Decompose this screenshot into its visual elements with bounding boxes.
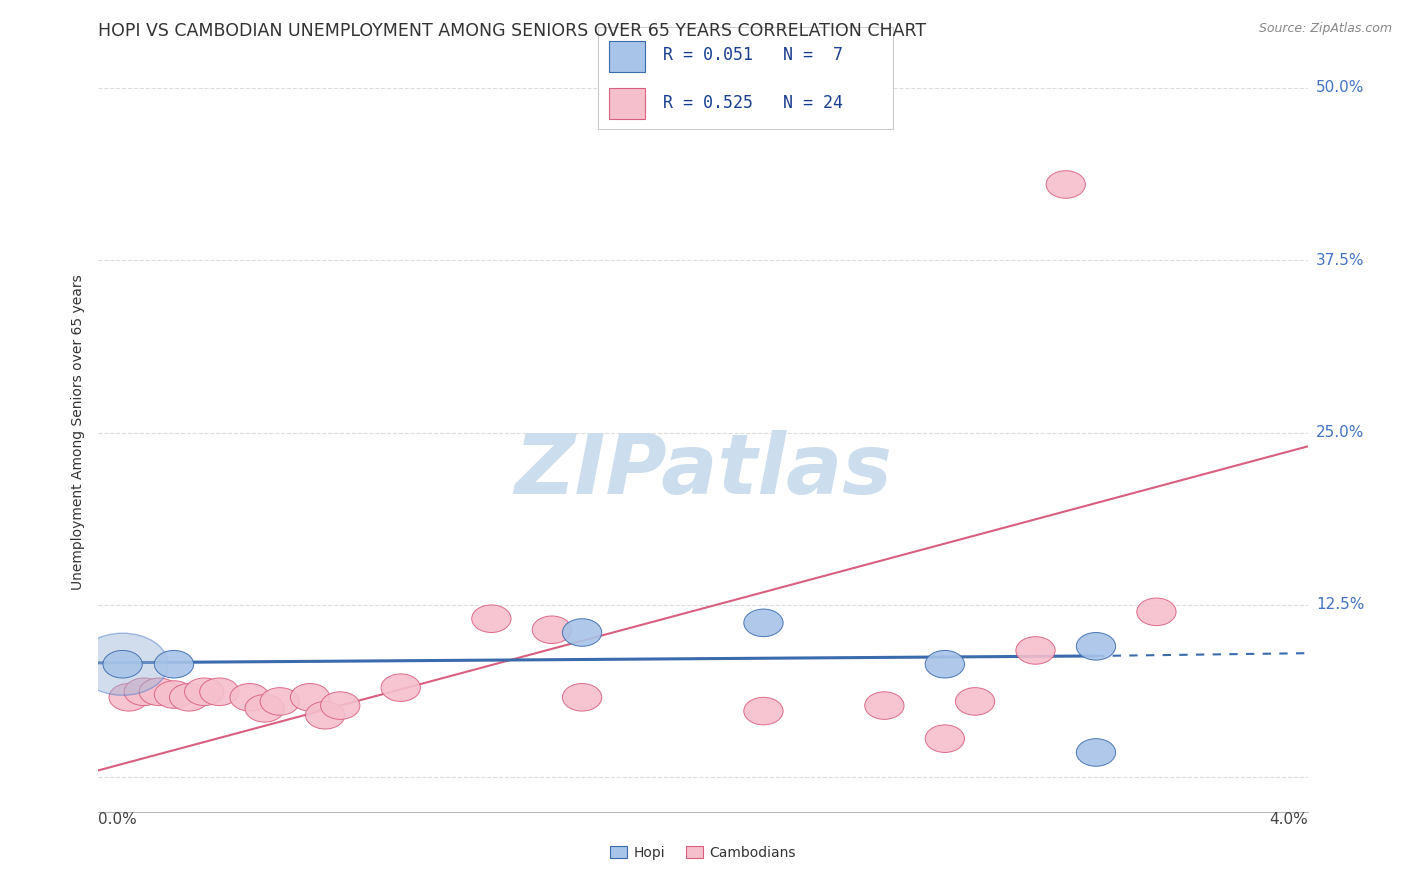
Ellipse shape — [956, 688, 994, 715]
Ellipse shape — [1137, 598, 1175, 625]
Text: 12.5%: 12.5% — [1316, 598, 1364, 613]
Text: HOPI VS CAMBODIAN UNEMPLOYMENT AMONG SENIORS OVER 65 YEARS CORRELATION CHART: HOPI VS CAMBODIAN UNEMPLOYMENT AMONG SEN… — [98, 22, 927, 40]
Ellipse shape — [1017, 637, 1054, 665]
Text: Source: ZipAtlas.com: Source: ZipAtlas.com — [1258, 22, 1392, 36]
FancyBboxPatch shape — [609, 88, 645, 119]
Text: 4.0%: 4.0% — [1268, 812, 1308, 827]
Ellipse shape — [562, 683, 602, 711]
Ellipse shape — [1077, 632, 1115, 660]
Ellipse shape — [155, 650, 194, 678]
Ellipse shape — [925, 650, 965, 678]
Ellipse shape — [744, 698, 783, 725]
Ellipse shape — [260, 688, 299, 715]
Ellipse shape — [139, 678, 179, 706]
Ellipse shape — [200, 678, 239, 706]
Ellipse shape — [245, 695, 284, 723]
Ellipse shape — [291, 683, 329, 711]
Ellipse shape — [533, 616, 571, 643]
Ellipse shape — [155, 681, 194, 708]
Ellipse shape — [1077, 739, 1115, 766]
Ellipse shape — [472, 605, 510, 632]
Ellipse shape — [184, 678, 224, 706]
Text: 50.0%: 50.0% — [1316, 80, 1364, 95]
Ellipse shape — [321, 692, 360, 719]
FancyBboxPatch shape — [609, 41, 645, 72]
Ellipse shape — [865, 692, 904, 719]
Ellipse shape — [231, 683, 269, 711]
Ellipse shape — [744, 609, 783, 637]
Text: R = 0.051   N =  7: R = 0.051 N = 7 — [662, 46, 842, 64]
Text: 0.0%: 0.0% — [98, 812, 138, 827]
Ellipse shape — [103, 650, 142, 678]
Text: R = 0.525   N = 24: R = 0.525 N = 24 — [662, 94, 842, 112]
Text: 37.5%: 37.5% — [1316, 252, 1364, 268]
Ellipse shape — [124, 678, 163, 706]
Ellipse shape — [562, 619, 602, 647]
Ellipse shape — [925, 725, 965, 753]
Text: 25.0%: 25.0% — [1316, 425, 1364, 440]
Legend: Hopi, Cambodians: Hopi, Cambodians — [605, 840, 801, 865]
Ellipse shape — [381, 673, 420, 701]
Ellipse shape — [170, 683, 208, 711]
Y-axis label: Unemployment Among Seniors over 65 years: Unemployment Among Seniors over 65 years — [72, 275, 86, 591]
Ellipse shape — [77, 633, 167, 695]
Text: ZIPatlas: ZIPatlas — [515, 430, 891, 511]
Ellipse shape — [1046, 170, 1085, 198]
Ellipse shape — [110, 683, 148, 711]
Ellipse shape — [305, 701, 344, 729]
